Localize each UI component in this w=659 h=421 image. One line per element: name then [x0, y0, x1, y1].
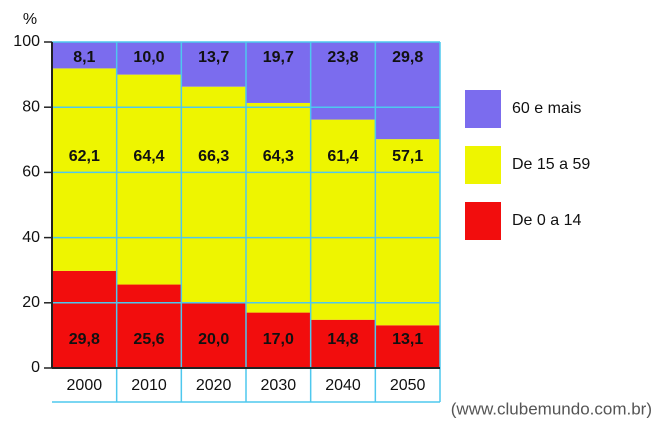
bar-segment — [181, 42, 246, 87]
value-label: 57,1 — [392, 148, 423, 165]
value-label: 14,8 — [327, 331, 358, 348]
value-label: 66,3 — [198, 148, 229, 165]
y-tick-label: 60 — [22, 164, 40, 181]
value-label: 29,8 — [69, 331, 100, 348]
x-tick-label: 2010 — [131, 377, 167, 394]
bar-segment — [246, 312, 311, 368]
value-label: 13,1 — [392, 331, 423, 348]
value-label: 20,0 — [198, 331, 229, 348]
y-axis-label: % — [23, 11, 37, 28]
bar-segment — [52, 68, 117, 271]
value-label: 19,7 — [263, 49, 294, 66]
legend-label: 60 e mais — [512, 100, 581, 117]
bar-segment — [375, 42, 440, 140]
bar-segment — [375, 325, 440, 368]
bar-segment — [181, 302, 246, 368]
source: (www.clubemundo.com.br) — [451, 399, 652, 418]
bar-segment — [310, 119, 376, 320]
y-tick-label: 0 — [31, 359, 40, 376]
y-tick-label: 40 — [22, 229, 40, 246]
value-label: 23,8 — [327, 49, 358, 66]
legend-swatch — [465, 202, 501, 240]
bar-segment — [246, 102, 311, 313]
y-tick-label: 100 — [13, 33, 40, 50]
value-label: 62,1 — [69, 148, 100, 165]
plot-area — [52, 42, 440, 368]
legend-label: De 15 a 59 — [512, 156, 590, 173]
value-label: 64,3 — [263, 148, 294, 165]
value-label: 61,4 — [327, 148, 358, 165]
value-label: 64,4 — [133, 148, 164, 165]
bar-segment — [181, 86, 246, 303]
legend-label: De 0 a 14 — [512, 212, 581, 229]
value-label: 13,7 — [198, 49, 229, 66]
value-label: 29,8 — [392, 49, 423, 66]
bar-segment — [116, 42, 182, 75]
x-tick-label: 2040 — [325, 377, 361, 394]
x-tick-label: 2030 — [261, 377, 297, 394]
legend-swatch — [465, 90, 501, 128]
bar-segment — [375, 139, 440, 326]
value-label: 8,1 — [73, 49, 95, 66]
value-label: 17,0 — [263, 331, 294, 348]
bar-segment — [52, 270, 117, 368]
y-tick-label: 80 — [22, 98, 40, 115]
x-tick-label: 2020 — [196, 377, 232, 394]
bar-segment — [116, 74, 182, 285]
bar-segment — [116, 284, 182, 368]
bar-segment — [52, 42, 117, 69]
value-label: 25,6 — [133, 331, 164, 348]
bar-segment — [310, 319, 376, 368]
x-tick-label: 2000 — [67, 377, 103, 394]
value-label: 10,0 — [133, 49, 164, 66]
bar-segment — [246, 42, 311, 103]
legend-swatch — [465, 146, 501, 184]
x-tick-label: 2050 — [390, 377, 426, 394]
y-tick-label: 20 — [22, 294, 40, 311]
